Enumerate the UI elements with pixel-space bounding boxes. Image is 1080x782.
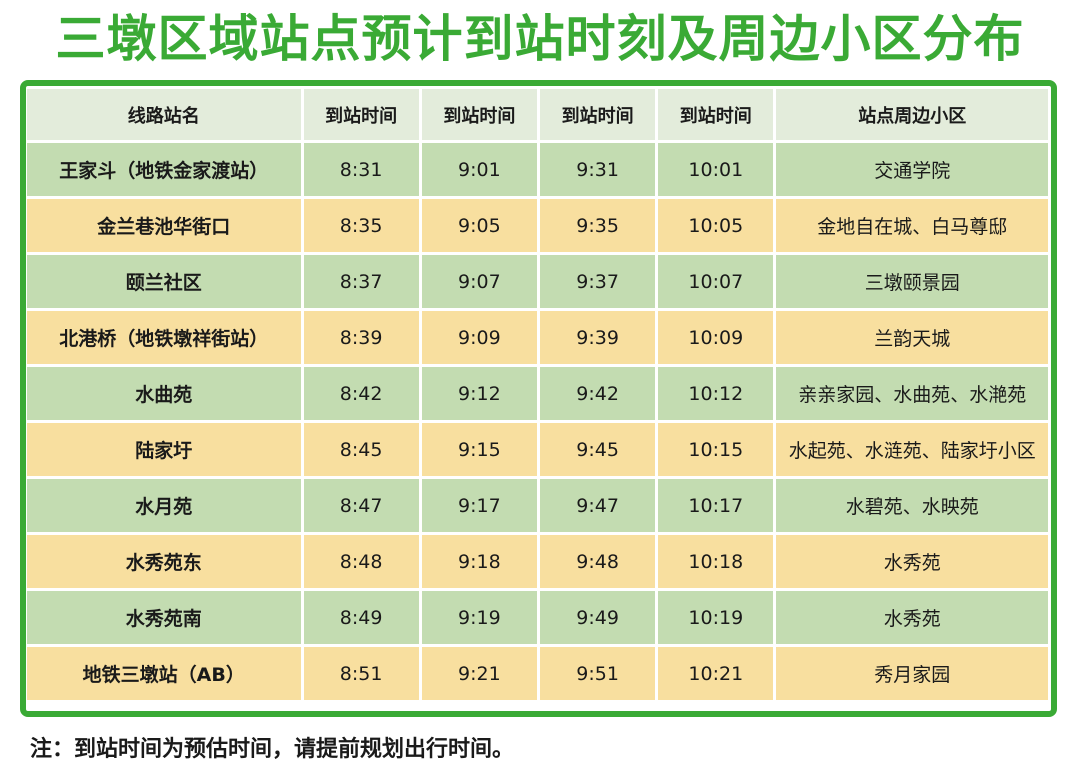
- station-name: 陆家圩: [27, 423, 301, 476]
- table-row: 水秀苑南 8:49 9:19 9:49 10:19 水秀苑: [27, 591, 1048, 644]
- table-header-row: 线路站名 到站时间 到站时间 到站时间 到站时间 站点周边小区: [27, 89, 1048, 140]
- arrival-time: 10:09: [658, 311, 774, 364]
- nearby-communities: 兰韵天城: [776, 311, 1048, 364]
- arrival-time: 9:37: [539, 255, 656, 308]
- table-row: 王家斗（地铁金家渡站） 8:31 9:01 9:31 10:01 交通学院: [27, 143, 1048, 196]
- page-title: 三墩区域站点预计到站时刻及周边小区分布: [55, 10, 1025, 68]
- station-name: 水曲苑: [27, 367, 301, 420]
- arrival-time: 9:47: [539, 479, 656, 532]
- table-row: 水月苑 8:47 9:17 9:47 10:17 水碧苑、水映苑: [27, 479, 1048, 532]
- arrival-time: 8:45: [303, 423, 419, 476]
- arrival-time: 9:39: [539, 311, 656, 364]
- header-communities: 站点周边小区: [776, 89, 1048, 140]
- table-row: 水曲苑 8:42 9:12 9:42 10:12 亲亲家园、水曲苑、水滟苑: [27, 367, 1048, 420]
- arrival-time: 8:37: [303, 255, 419, 308]
- arrival-time: 10:07: [658, 255, 774, 308]
- station-name: 水秀苑东: [27, 535, 301, 588]
- arrival-time: 8:47: [303, 479, 419, 532]
- arrival-time: 9:18: [421, 535, 537, 588]
- station-name: 王家斗（地铁金家渡站）: [27, 143, 301, 196]
- table-row: 地铁三墩站（AB） 8:51 9:21 9:51 10:21 秀月家园: [27, 647, 1048, 700]
- arrival-time: 9:07: [421, 255, 537, 308]
- station-name: 地铁三墩站（AB）: [27, 647, 301, 700]
- arrival-time: 8:48: [303, 535, 419, 588]
- arrival-time: 8:51: [303, 647, 419, 700]
- header-arrival-time: 到站时间: [539, 89, 656, 140]
- arrival-time: 9:05: [421, 199, 537, 252]
- nearby-communities: 金地自在城、白马尊邸: [776, 199, 1048, 252]
- table-row: 颐兰社区 8:37 9:07 9:37 10:07 三墩颐景园: [27, 255, 1048, 308]
- arrival-time: 9:09: [421, 311, 537, 364]
- header-arrival-time: 到站时间: [303, 89, 419, 140]
- station-name: 水秀苑南: [27, 591, 301, 644]
- arrival-time: 9:45: [539, 423, 656, 476]
- table-row: 陆家圩 8:45 9:15 9:45 10:15 水起苑、水涟苑、陆家圩小区: [27, 423, 1048, 476]
- arrival-time: 9:12: [421, 367, 537, 420]
- station-name: 颐兰社区: [27, 255, 301, 308]
- arrival-time: 9:01: [421, 143, 537, 196]
- arrival-time: 9:51: [539, 647, 656, 700]
- arrival-time: 8:49: [303, 591, 419, 644]
- nearby-communities: 水起苑、水涟苑、陆家圩小区: [776, 423, 1048, 476]
- footnote: 注：到站时间为预估时间，请提前规划出行时间。: [30, 737, 515, 762]
- arrival-time: 10:21: [658, 647, 774, 700]
- header-station: 线路站名: [27, 89, 301, 140]
- arrival-time: 8:42: [303, 367, 419, 420]
- arrival-time: 10:15: [658, 423, 774, 476]
- station-name: 北港桥（地铁墩祥街站）: [27, 311, 301, 364]
- arrival-time: 10:18: [658, 535, 774, 588]
- station-name: 金兰巷池华街口: [27, 199, 301, 252]
- arrival-time: 9:19: [421, 591, 537, 644]
- nearby-communities: 交通学院: [776, 143, 1048, 196]
- arrival-time: 9:15: [421, 423, 537, 476]
- arrival-time: 9:42: [539, 367, 656, 420]
- arrival-time: 8:39: [303, 311, 419, 364]
- table-row: 金兰巷池华街口 8:35 9:05 9:35 10:05 金地自在城、白马尊邸: [27, 199, 1048, 252]
- nearby-communities: 水秀苑: [776, 535, 1048, 588]
- arrival-time: 8:35: [303, 199, 419, 252]
- schedule-table: 线路站名 到站时间 到站时间 到站时间 到站时间 站点周边小区 王家斗（地铁金家…: [24, 86, 1051, 703]
- header-arrival-time: 到站时间: [658, 89, 774, 140]
- arrival-time: 10:01: [658, 143, 774, 196]
- arrival-time: 9:35: [539, 199, 656, 252]
- arrival-time: 9:49: [539, 591, 656, 644]
- arrival-time: 8:31: [303, 143, 419, 196]
- header-arrival-time: 到站时间: [421, 89, 537, 140]
- nearby-communities: 三墩颐景园: [776, 255, 1048, 308]
- arrival-time: 10:05: [658, 199, 774, 252]
- arrival-time: 9:17: [421, 479, 537, 532]
- arrival-time: 9:21: [421, 647, 537, 700]
- nearby-communities: 水碧苑、水映苑: [776, 479, 1048, 532]
- table-row: 北港桥（地铁墩祥街站） 8:39 9:09 9:39 10:09 兰韵天城: [27, 311, 1048, 364]
- nearby-communities: 亲亲家园、水曲苑、水滟苑: [776, 367, 1048, 420]
- arrival-time: 9:48: [539, 535, 656, 588]
- table-row: 水秀苑东 8:48 9:18 9:48 10:18 水秀苑: [27, 535, 1048, 588]
- arrival-time: 10:12: [658, 367, 774, 420]
- station-name: 水月苑: [27, 479, 301, 532]
- arrival-time: 9:31: [539, 143, 656, 196]
- nearby-communities: 秀月家园: [776, 647, 1048, 700]
- arrival-time: 10:19: [658, 591, 774, 644]
- nearby-communities: 水秀苑: [776, 591, 1048, 644]
- arrival-time: 10:17: [658, 479, 774, 532]
